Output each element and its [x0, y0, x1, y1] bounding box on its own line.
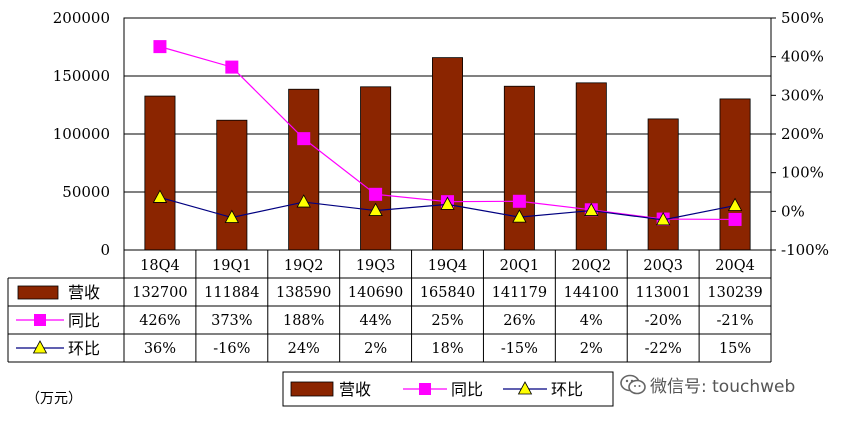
y-right-tick-label: 200%	[781, 125, 824, 143]
table-key-marker-square	[34, 314, 46, 326]
x-tick-label: 20Q1	[500, 258, 540, 274]
point-marker-square	[728, 212, 742, 226]
point-marker-triangle	[727, 197, 743, 211]
point-marker-square	[512, 194, 526, 208]
point-marker-square	[297, 132, 311, 146]
table-key-marker-triangle	[32, 340, 48, 354]
table-cell: -22%	[645, 341, 682, 357]
table-cell: 18%	[431, 341, 463, 357]
y-left-tick-label: 200000	[53, 9, 110, 27]
table-cell: -21%	[716, 313, 753, 329]
point-marker-triangle	[368, 202, 383, 216]
table-cell: -20%	[645, 313, 682, 329]
table-cell: 426%	[139, 313, 180, 329]
y-right-tick-label: 500%	[781, 9, 824, 27]
legend-box	[282, 371, 614, 407]
legend-key-marker-triangle	[517, 381, 533, 395]
table-cell: 36%	[144, 341, 176, 357]
table-cell: 2%	[364, 341, 387, 357]
table-cell: 26%	[503, 313, 535, 329]
y-right-tick-label: 100%	[781, 164, 824, 182]
table-cell: 141179	[492, 285, 547, 301]
watermark: 微信号: touchweb	[620, 372, 795, 397]
table-cell: 2%	[580, 341, 603, 357]
x-tick-label: 20Q4	[715, 258, 755, 274]
legend-key-bar	[290, 381, 334, 397]
table-cell: 132700	[132, 285, 187, 301]
x-tick-label: 20Q3	[643, 258, 683, 274]
legend-label: 同比	[451, 380, 483, 399]
bar	[503, 85, 535, 251]
point-marker-square	[225, 60, 239, 74]
bar-series	[144, 57, 751, 251]
bar	[144, 95, 176, 251]
x-tick-label: 19Q1	[212, 258, 252, 274]
y-left-tick-label: 0	[100, 241, 110, 259]
axes: 0 50000 100000 150000 200000 -100% 0% 100% 200% 3…	[53, 9, 829, 259]
watermark-text: 微信号: touchweb	[650, 377, 796, 397]
table-cell: 140690	[348, 285, 403, 301]
bar	[216, 119, 248, 251]
point-marker-triangle	[296, 194, 311, 208]
bar	[360, 86, 392, 251]
bar	[288, 88, 320, 251]
table-cell: 15%	[719, 341, 751, 357]
x-tick-label: 19Q3	[356, 258, 396, 274]
point-marker-square	[153, 40, 167, 54]
table-cell: 130239	[707, 285, 762, 301]
table-cell: 24%	[288, 341, 320, 357]
table-cell: 188%	[283, 313, 324, 329]
x-tick-label: 18Q4	[140, 258, 180, 274]
table-cell: 25%	[431, 313, 463, 329]
y-right-tick-label: -100%	[781, 241, 829, 259]
line-series	[152, 40, 743, 226]
point-marker-square	[369, 187, 383, 201]
y-right-tick-label: 400%	[781, 48, 824, 66]
table-cell: 44%	[359, 313, 391, 329]
bar	[719, 98, 751, 251]
x-tick-label: 19Q4	[428, 258, 468, 274]
table-key-bar	[17, 285, 59, 300]
unit-label: （万元）	[26, 391, 82, 407]
table-cell: 113001	[635, 285, 690, 301]
legend: 营收 同比 环比	[282, 371, 614, 407]
y-left-tick-label: 150000	[53, 67, 110, 85]
point-marker-triangle	[584, 202, 599, 216]
y-right-tick-label: 300%	[781, 86, 824, 104]
x-tick-label: 20Q2	[571, 258, 611, 274]
table-cell: -16%	[213, 341, 250, 357]
table-series-name: 同比	[68, 311, 100, 330]
point-marker-triangle	[224, 209, 240, 223]
bar	[575, 82, 607, 251]
table-cell: 373%	[211, 313, 252, 329]
table-cell: 144100	[564, 285, 619, 301]
point-marker-triangle	[152, 189, 168, 203]
table-cell: 4%	[580, 313, 603, 329]
table-series-name: 营收	[68, 283, 100, 302]
point-marker-triangle	[440, 196, 455, 210]
data-table: 18Q4 19Q1 19Q2 19Q3 19Q4 20Q1 20Q2 20Q3 20Q4 营收 13…	[7, 249, 772, 363]
legend-label: 营收	[339, 380, 371, 399]
x-tick-label: 19Q2	[284, 258, 324, 274]
wechat-icon	[620, 374, 646, 394]
point-marker-triangle	[512, 209, 527, 223]
table-cell: -15%	[501, 341, 538, 357]
y-left-tick-label: 100000	[53, 125, 110, 143]
y-left-tick-label: 50000	[62, 183, 110, 201]
y-right-tick-label: 0%	[781, 202, 805, 220]
point-marker-triangle	[655, 212, 671, 226]
table-cell: 138590	[276, 285, 331, 301]
table-series-name: 环比	[68, 339, 100, 358]
legend-key-marker-square	[419, 383, 431, 395]
table-cell: 165840	[420, 285, 475, 301]
legend-label: 环比	[551, 380, 583, 399]
bar	[647, 118, 679, 251]
bar	[432, 57, 463, 251]
table-cell: 111884	[204, 285, 259, 301]
